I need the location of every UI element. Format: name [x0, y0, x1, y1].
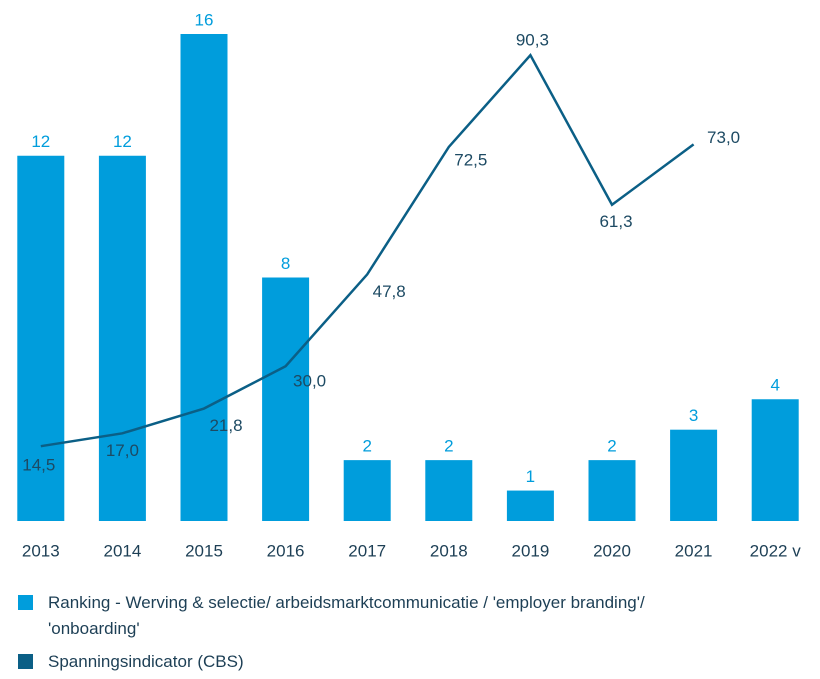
bar-value-label: 8 — [281, 254, 290, 273]
line-value-label: 17,0 — [106, 441, 139, 460]
bar — [343, 460, 391, 521]
x-tick-label: 2019 — [511, 541, 549, 560]
x-tick-label: 2016 — [267, 541, 305, 560]
legend-swatch — [18, 654, 33, 669]
bar-value-label: 4 — [770, 376, 779, 395]
bar-value-label: 16 — [195, 10, 214, 29]
x-tick-label: 2020 — [593, 541, 631, 560]
bar-value-label: 12 — [31, 132, 50, 151]
chart: 2013 2014 2015 2016 2017 2018 2019 2020 2021 2022… — [17, 10, 802, 560]
bar — [17, 155, 65, 521]
line-value-label: 47,8 — [373, 282, 406, 301]
legend-label: Ranking - Werving & selectie/ arbeidsmar… — [48, 593, 645, 638]
legend-swatch — [18, 595, 33, 610]
bar-value-label: 12 — [113, 132, 132, 151]
legend-item: Spanningsindicator (CBS) — [18, 649, 244, 675]
bar — [262, 277, 310, 521]
x-tick-label: 2018 — [430, 541, 468, 560]
bar-value-label: 2 — [362, 437, 371, 456]
bar — [588, 460, 636, 521]
bar — [180, 34, 228, 521]
x-tick-label: 2017 — [348, 541, 386, 560]
line-value-label: 72,5 — [454, 150, 487, 169]
x-tick-label: 2015 — [185, 541, 223, 560]
line-value-label: 61,3 — [599, 212, 632, 231]
bar — [670, 429, 718, 521]
legend-item: Ranking - Werving & selectie/ arbeidsmar… — [18, 590, 688, 642]
bar-value-label: 1 — [526, 467, 535, 486]
line-value-label: 90,3 — [516, 31, 549, 50]
legend-label: Spanningsindicator (CBS) — [48, 652, 244, 671]
bar-value-label: 2 — [444, 437, 453, 456]
bar — [98, 155, 146, 521]
x-tick-label: 2013 — [22, 541, 60, 560]
bar-value-label: 3 — [689, 406, 698, 425]
line-value-label: 73,0 — [707, 128, 740, 147]
bar-value-label: 2 — [607, 437, 616, 456]
x-tick-label: 2021 — [675, 541, 713, 560]
bar — [506, 490, 554, 521]
x-tick-label: 2022 v — [750, 541, 802, 560]
bar — [425, 460, 473, 521]
x-tick-label: 2014 — [103, 541, 141, 560]
line-value-label: 30,0 — [293, 372, 326, 391]
line-value-label: 14,5 — [22, 456, 55, 475]
line — [40, 52, 695, 448]
bar — [751, 399, 799, 521]
line-value-label: 21,8 — [209, 416, 242, 435]
